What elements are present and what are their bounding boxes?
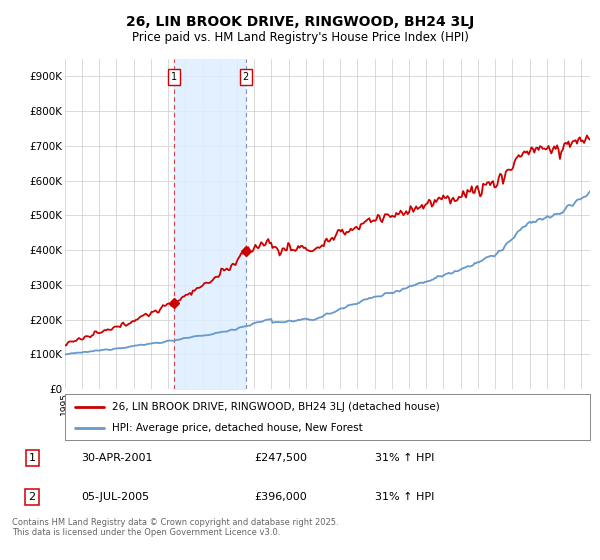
Text: 2: 2 bbox=[242, 72, 249, 82]
Text: 1: 1 bbox=[29, 453, 35, 463]
Text: 2: 2 bbox=[29, 492, 36, 502]
Text: 30-APR-2001: 30-APR-2001 bbox=[81, 453, 152, 463]
Text: £247,500: £247,500 bbox=[254, 453, 307, 463]
Text: 26, LIN BROOK DRIVE, RINGWOOD, BH24 3LJ (detached house): 26, LIN BROOK DRIVE, RINGWOOD, BH24 3LJ … bbox=[112, 402, 440, 412]
Text: Price paid vs. HM Land Registry's House Price Index (HPI): Price paid vs. HM Land Registry's House … bbox=[131, 31, 469, 44]
Text: 31% ↑ HPI: 31% ↑ HPI bbox=[375, 492, 434, 502]
Text: 05-JUL-2005: 05-JUL-2005 bbox=[81, 492, 149, 502]
Text: £396,000: £396,000 bbox=[254, 492, 307, 502]
Text: Contains HM Land Registry data © Crown copyright and database right 2025.
This d: Contains HM Land Registry data © Crown c… bbox=[12, 518, 338, 538]
Text: 26, LIN BROOK DRIVE, RINGWOOD, BH24 3LJ: 26, LIN BROOK DRIVE, RINGWOOD, BH24 3LJ bbox=[126, 15, 474, 29]
Text: 31% ↑ HPI: 31% ↑ HPI bbox=[375, 453, 434, 463]
Text: HPI: Average price, detached house, New Forest: HPI: Average price, detached house, New … bbox=[112, 423, 363, 433]
Text: 1: 1 bbox=[170, 72, 177, 82]
